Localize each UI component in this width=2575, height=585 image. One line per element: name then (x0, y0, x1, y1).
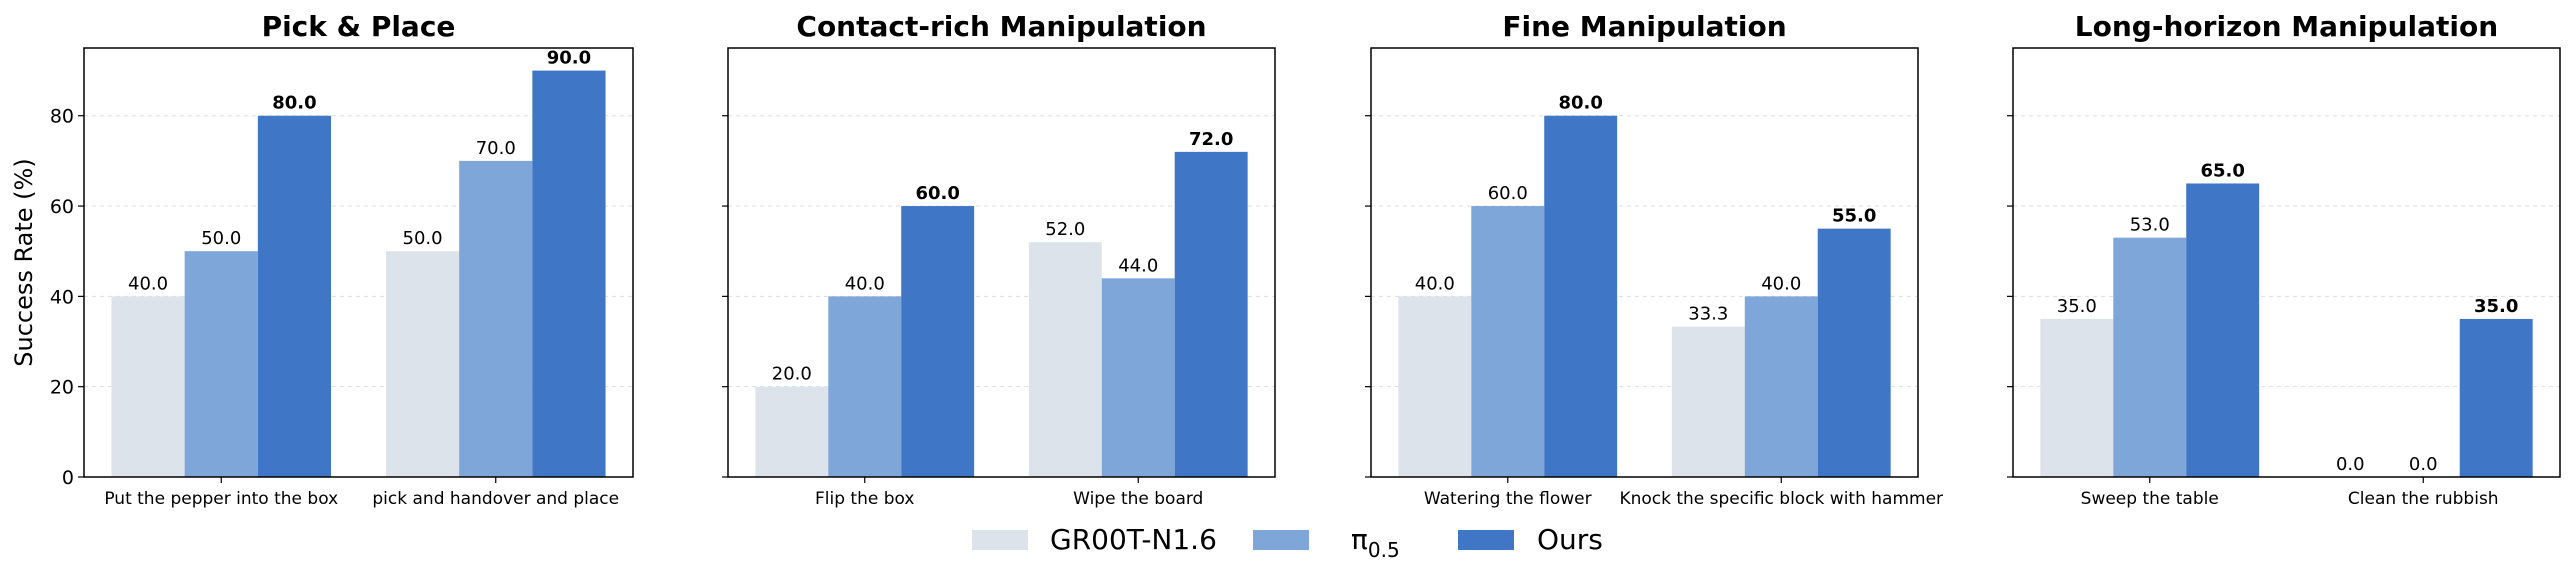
x-tick-label: Knock the specific block with hammer (1619, 489, 1943, 509)
x-tick-label: Sweep the table (2081, 489, 2219, 509)
bar (1101, 278, 1175, 477)
bar (1744, 296, 1818, 477)
x-tick-label: Wipe the board (1073, 489, 1203, 509)
panel-title: Pick & Place (262, 10, 456, 43)
bar (2186, 183, 2260, 477)
bar-value-label: 33.3 (1688, 304, 1728, 325)
bar-value-label: 80.0 (1558, 93, 1602, 114)
x-tick-label: Clean the rubbish (2348, 489, 2499, 509)
bar-value-label: 40.0 (1415, 273, 1455, 294)
bar-value-label: 52.0 (1045, 219, 1085, 240)
bar (1544, 115, 1618, 477)
y-axis-label: Success Rate (%) (10, 158, 38, 366)
axes-frame (83, 47, 634, 478)
bar (459, 160, 533, 478)
bar (1471, 206, 1545, 478)
legend-label: Ours (1537, 523, 1603, 556)
bar (1398, 296, 1472, 477)
bar (2040, 318, 2114, 477)
bar-value-label: 65.0 (2200, 160, 2244, 181)
y-tick-label: 40 (50, 286, 74, 308)
legend-label: GR00T-N1.6 (1050, 523, 1217, 556)
bar (2459, 318, 2533, 477)
bar-value-label: 44.0 (1118, 255, 1158, 276)
bar-value-label: 80.0 (272, 93, 316, 114)
legend-label: π0.5 (1351, 523, 1400, 562)
bar-value-label: 90.0 (547, 48, 591, 69)
bar-value-label: 50.0 (201, 228, 241, 249)
bar (1028, 242, 1102, 477)
bar-value-label: 0.0 (2409, 454, 2438, 475)
y-tick-label: 80 (50, 106, 74, 128)
y-tick-label: 0 (62, 467, 74, 489)
axes-frame (727, 47, 1276, 478)
bar-value-label: 53.0 (2130, 215, 2170, 236)
axes-frame (1370, 47, 1919, 478)
y-tick-label: 60 (50, 196, 74, 218)
bar-value-label: 35.0 (2474, 296, 2518, 317)
bar (385, 251, 460, 477)
bar-value-label: 0.0 (2336, 454, 2365, 475)
bar-value-label: 40.0 (1761, 273, 1801, 294)
bar-value-label: 40.0 (128, 273, 168, 294)
panel-title: Contact-rich Manipulation (796, 10, 1206, 43)
x-tick-label: Flip the box (815, 489, 914, 509)
bar (755, 386, 829, 477)
bar-value-label: 60.0 (1488, 183, 1528, 204)
bar (184, 251, 258, 477)
bar (1174, 151, 1248, 477)
x-tick-label: pick and handover and place (372, 489, 619, 509)
bar (111, 296, 185, 477)
bar-value-label: 50.0 (403, 228, 443, 249)
bar-value-label: 40.0 (845, 273, 885, 294)
y-tick-label: 20 (50, 377, 74, 399)
legend-label-subscript: 0.5 (1368, 538, 1400, 562)
bar (2113, 237, 2187, 477)
bar-value-label: 72.0 (1189, 129, 1233, 150)
legend-swatch (1458, 530, 1514, 550)
bar (257, 115, 332, 477)
bar-value-label: 60.0 (915, 183, 959, 204)
x-tick-label: Put the pepper into the box (104, 489, 338, 509)
bar (828, 296, 902, 477)
x-tick-label: Watering the flower (1424, 489, 1592, 509)
bar (901, 206, 975, 478)
panel-title: Fine Manipulation (1502, 10, 1786, 43)
axes-frame (2012, 47, 2561, 478)
bar-value-label: 35.0 (2057, 296, 2097, 317)
legend-swatch (1253, 530, 1309, 550)
bar-value-label: 55.0 (1832, 206, 1876, 227)
bar-value-label: 70.0 (476, 138, 516, 159)
bar (1817, 228, 1891, 477)
bar-value-label: 20.0 (772, 364, 812, 385)
bar (532, 70, 606, 477)
legend-swatch (972, 530, 1028, 550)
bar (1671, 326, 1745, 477)
panel-title: Long-horizon Manipulation (2075, 10, 2498, 43)
